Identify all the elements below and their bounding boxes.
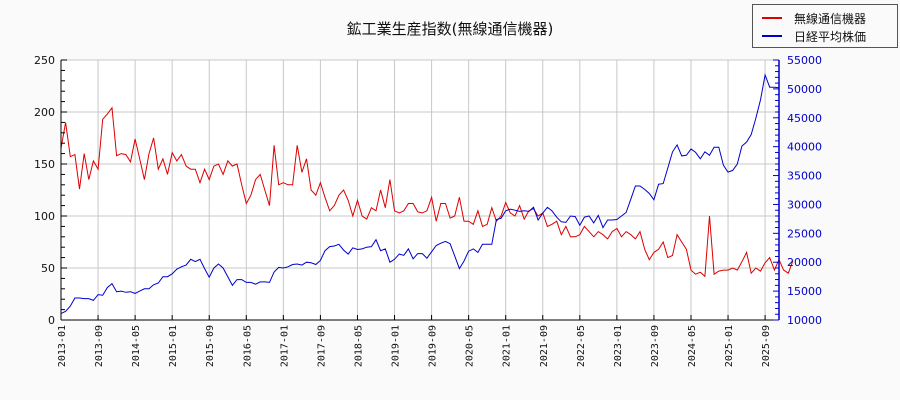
- legend-swatch-blue: [762, 35, 782, 37]
- series-layer: [60, 73, 794, 315]
- legend-label: 無線通信機器: [794, 11, 867, 26]
- left-tick-label: 200: [34, 106, 55, 119]
- x-tick-label: 2013-01: [57, 325, 68, 367]
- right-tick-label: 30000: [787, 198, 822, 211]
- x-tick-label: 2018-05: [353, 325, 364, 367]
- right-tick-label: 15000: [787, 285, 822, 298]
- x-tick-label: 2020-05: [465, 325, 476, 367]
- x-tick-label: 2013-09: [94, 325, 105, 367]
- legend-item-series-0: 無線通信機器: [753, 9, 866, 27]
- right-tick-label: 45000: [787, 112, 822, 125]
- x-tick-label: 2019-09: [428, 325, 439, 367]
- x-tick-label: 2017-09: [316, 325, 327, 367]
- x-tick-label: 2023-01: [613, 325, 624, 367]
- right-tick-label: 55000: [787, 54, 822, 67]
- x-tick-label: 2019-01: [391, 325, 402, 367]
- x-tick-label: 2025-01: [724, 325, 735, 367]
- right-tick-label: 25000: [787, 227, 822, 240]
- x-tick-label: 2022-05: [576, 325, 587, 367]
- x-tick-label: 2016-05: [242, 325, 253, 367]
- legend-label: 日経平均株価: [794, 29, 867, 44]
- legend-swatch-red: [762, 17, 782, 19]
- right-tick-label: 50000: [787, 83, 822, 96]
- chart-title: 鉱工業生産指数(無線通信機器): [346, 20, 554, 38]
- right-tick-label: 10000: [787, 314, 822, 327]
- right-tick-label: 20000: [787, 256, 822, 269]
- x-tick-label: 2025-09: [761, 325, 772, 367]
- x-tick-label: 2021-01: [502, 325, 513, 367]
- left-tick-label: 100: [34, 210, 55, 223]
- left-tick-label: 250: [34, 54, 55, 67]
- legend-item-series-1: 日経平均株価: [753, 27, 866, 45]
- x-tick-label: 2024-05: [687, 325, 698, 367]
- x-tick-label: 2021-09: [539, 325, 550, 367]
- right-tick-label: 35000: [787, 170, 822, 183]
- legend: 無線通信機器 日経平均株価: [752, 4, 898, 48]
- x-tick-label: 2014-05: [131, 325, 142, 367]
- axes: 0 50 100 150 200 250 10000 15000 20000 25000 30000…: [34, 54, 822, 367]
- left-tick-label: 150: [34, 158, 55, 171]
- left-tick-label: 50: [41, 262, 55, 275]
- left-tick-label: 0: [48, 314, 55, 327]
- x-tick-label: 2023-09: [650, 325, 661, 367]
- plot-area: [61, 60, 779, 320]
- series-line-1: [60, 73, 780, 315]
- right-tick-label: 40000: [787, 141, 822, 154]
- x-tick-label: 2017-01: [279, 325, 290, 367]
- grid-lines: [61, 59, 779, 320]
- x-tick-label: 2015-01: [168, 325, 179, 367]
- x-tick-label: 2015-09: [205, 325, 216, 367]
- series-line-0: [60, 106, 794, 278]
